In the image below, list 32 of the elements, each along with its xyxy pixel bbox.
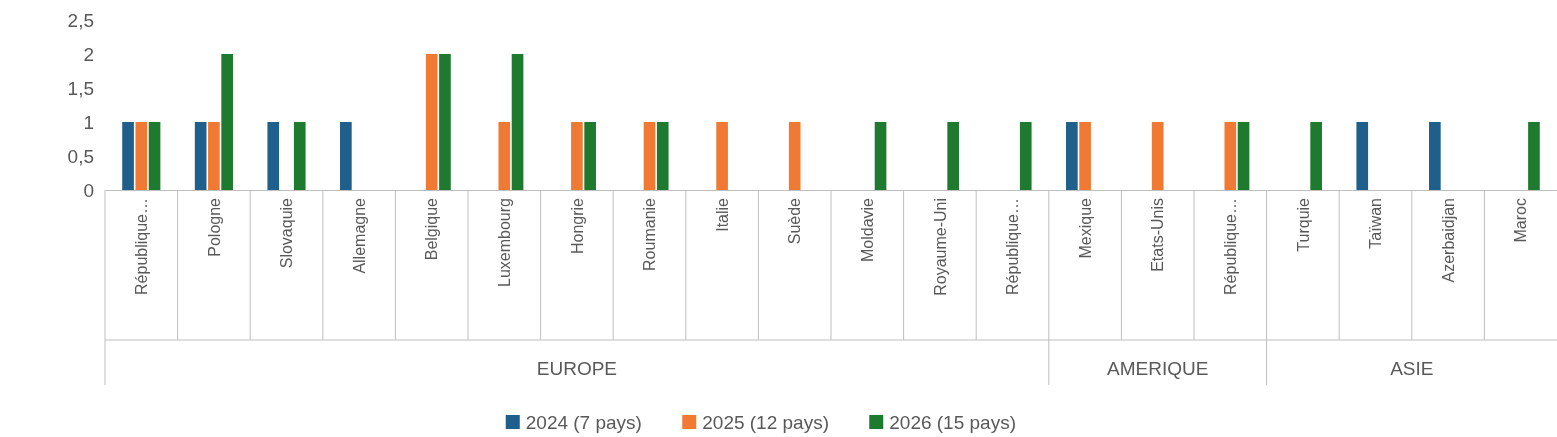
x-tick-label: Belgique	[423, 197, 441, 261]
legend-label: 2026 (15 pays)	[889, 411, 1016, 433]
y-tick-label: 1	[83, 111, 94, 133]
x-tick-label: Allemagne	[350, 197, 368, 274]
text: ASIE	[1390, 357, 1434, 379]
x-tick-label: Mexique	[1076, 197, 1094, 259]
y-tick-label: 2,5	[67, 9, 94, 31]
text: EUROPE	[536, 357, 618, 379]
legend-label: 2025 (12 pays)	[702, 411, 829, 433]
y-tick-label: 2	[83, 43, 94, 65]
x-tick-label: Luxembourg	[495, 198, 513, 287]
x-tick-label: Taïwan	[1367, 198, 1385, 249]
x-tick-label: Hongrie	[568, 197, 586, 255]
x-tick-label: Royaume-Uni	[931, 198, 949, 296]
x-tick-label: Pologne	[205, 197, 223, 257]
legend-label: 2024 (7 pays)	[525, 411, 642, 433]
x-tick-label: Turquie	[1294, 197, 1312, 252]
x-tick-label: Slovaquie	[278, 197, 296, 269]
x-tick-label: Roumanie	[641, 197, 659, 271]
y-tick-label: 0	[83, 179, 94, 201]
text: AMERIQUE	[1107, 357, 1209, 379]
x-tick-label: République…	[1221, 198, 1239, 295]
y-tick-label: 1,5	[67, 77, 94, 99]
x-tick-label: Azerbaidjan	[1439, 198, 1457, 283]
x-tick-label: Maroc	[1512, 198, 1530, 243]
x-tick-label: Suède	[786, 197, 804, 245]
x-tick-label: République…	[132, 198, 150, 295]
x-tick-label: Etats-Unis	[1149, 198, 1167, 272]
y-tick-label: 0,5	[67, 145, 94, 167]
x-tick-label: République…	[1004, 198, 1022, 295]
x-tick-label: Moldavie	[858, 197, 876, 263]
x-tick-label: Italie	[713, 197, 731, 232]
